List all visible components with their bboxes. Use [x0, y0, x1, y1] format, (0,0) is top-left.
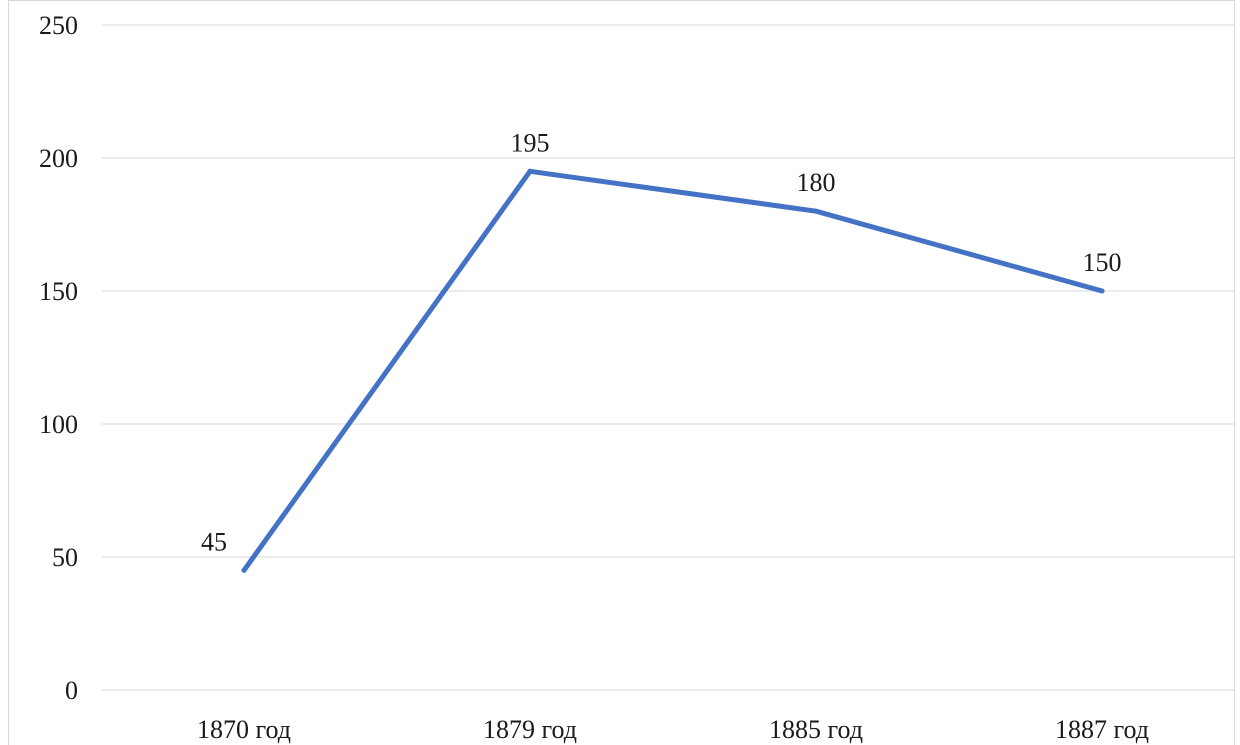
data-point [1099, 288, 1105, 294]
gridlines [102, 24, 1235, 691]
y-tick-label: 200 [39, 144, 78, 173]
y-tick-label: 150 [39, 277, 78, 306]
data-point [527, 168, 533, 174]
data-label: 45 [201, 527, 227, 556]
y-axis: 0 50 100 150 200 250 [39, 11, 78, 705]
y-tick-label: 50 [52, 543, 78, 572]
y-tick-label: 100 [39, 410, 78, 439]
chart-area [8, 0, 1235, 745]
series [241, 168, 1105, 573]
data-label: 195 [511, 128, 550, 157]
y-tick-label: 0 [65, 676, 78, 705]
data-point [241, 567, 247, 573]
x-category-label: 1885 год [769, 715, 863, 744]
x-category-label: 1870 год [197, 715, 291, 744]
x-category-label: 1879 год [483, 715, 577, 744]
x-axis: 1870 год 1879 год 1885 год 1887 год [197, 715, 1149, 744]
y-tick-label: 250 [39, 11, 78, 40]
x-category-label: 1887 год [1055, 715, 1149, 744]
data-label: 150 [1083, 248, 1122, 277]
data-point [813, 208, 819, 214]
series-line [241, 168, 1105, 573]
data-labels: 45 195 180 150 [201, 128, 1122, 556]
data-label: 180 [797, 168, 836, 197]
